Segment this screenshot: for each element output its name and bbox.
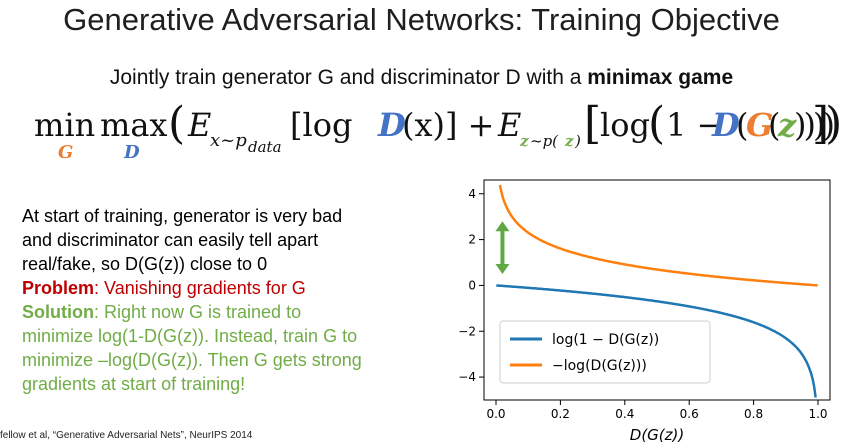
y-tick-label: −2 — [458, 324, 476, 338]
formula-min-sub: G — [58, 142, 74, 163]
x-tick-label: 0.0 — [486, 407, 505, 421]
solution-label: Solution — [22, 302, 94, 322]
formula-open-paren: ( — [168, 98, 186, 149]
x-tick-label: 0.6 — [680, 407, 699, 421]
formula-z: z — [778, 106, 797, 144]
formula-term1-open: [log — [290, 106, 353, 144]
legend-box — [499, 320, 711, 384]
solution-line: Solution: Right now G is trained to — [22, 300, 432, 324]
minimax-formula: min G max D ( E x~p data [log D (x)] + E… — [34, 98, 842, 170]
formula-big-close: ]) — [812, 98, 842, 149]
arrow-head-up — [495, 221, 510, 232]
y-tick-label: 2 — [468, 233, 476, 247]
formula-max-sub: D — [124, 142, 140, 163]
loss-curves-chart: 0.0 0.2 0.4 0.6 0.8 1.0 4 2 0 −2 −4 log(1 − D(G(z)… — [458, 179, 831, 444]
formula-paren2: ( — [648, 98, 666, 149]
series-line-neg-log — [498, 184, 818, 287]
problem-label: Problem — [22, 278, 95, 298]
x-tick-label: 0.8 — [744, 407, 763, 421]
solution-text: : Right now G is trained to — [93, 302, 302, 322]
arrow-head-down — [495, 263, 510, 274]
formula-e2: E — [498, 106, 522, 144]
solution-line: minimize log(1-D(G(z)). Instead, train G… — [22, 326, 358, 346]
formula-paren3: ( — [736, 106, 749, 144]
formula-e2-sub-z: z — [520, 132, 529, 150]
x-tick-label: 0.4 — [615, 407, 634, 421]
solution-line: gradients at start of training! — [22, 374, 246, 394]
citation: fellow et al, “Generative Adversarial Ne… — [0, 430, 253, 441]
explanation-text: At start of training, generator is very … — [22, 204, 432, 396]
body-line: and discriminator can easily tell apart — [22, 230, 319, 250]
problem-text: : Vanishing gradients for G — [94, 278, 306, 298]
y-tick-label: −4 — [458, 370, 476, 384]
y-tick-label: 4 — [468, 187, 476, 201]
formula-e1-sub: x~p — [210, 130, 247, 151]
formula-d2: D — [712, 106, 740, 144]
formula-closing: )))) — [794, 106, 835, 144]
slide-subtitle: Jointly train generator G and discrimina… — [0, 66, 843, 90]
formula-min: min — [34, 106, 96, 144]
subtitle-bold: minimax game — [587, 66, 734, 89]
formula-e1: E — [188, 106, 212, 144]
axis-ticks: 0.0 0.2 0.4 0.6 0.8 1.0 4 2 0 −2 −4 — [458, 187, 827, 421]
x-tick-label: 0.2 — [551, 407, 570, 421]
legend-label: −log(D(G(z))) — [552, 358, 647, 374]
legend-label: log(1 − D(G(z)) — [552, 332, 659, 348]
formula-e2-sub-close: ) — [575, 132, 581, 150]
formula-big-bracket: [ — [584, 98, 602, 149]
problem-line: Problem: Vanishing gradients for G — [22, 276, 432, 300]
chart-legend: log(1 − D(G(z)) −log(D(G(z))) — [499, 320, 711, 384]
solution-line: minimize –log(D(G(z)). Then G gets stron… — [22, 350, 362, 370]
formula-e2-sub-z2: z — [565, 132, 574, 150]
formula-d1: D — [378, 106, 406, 144]
formula-one-minus: 1 − — [666, 106, 724, 144]
subtitle-text: Jointly train generator G and discrimina… — [109, 66, 588, 89]
formula-log2: log — [600, 106, 650, 144]
body-line: real/fake, so D(G(z)) close to 0 — [22, 254, 268, 274]
formula-term1-close: (x)] + — [402, 106, 495, 144]
formula-paren4: ( — [768, 106, 781, 144]
slide-title: Generative Adversarial Networks: Trainin… — [63, 2, 780, 37]
x-tick-label: 1.0 — [808, 407, 827, 421]
formula-g: G — [746, 106, 774, 144]
formula-e1-subsub: data — [248, 138, 282, 156]
x-axis-label: D(G(z)) — [630, 426, 684, 444]
body-line: At start of training, generator is very … — [22, 206, 343, 226]
green-double-arrow-icon — [495, 221, 510, 274]
series-line-log-one-minus — [496, 284, 817, 398]
y-tick-label: 0 — [468, 278, 476, 292]
formula-max: max — [100, 106, 168, 144]
formula-e2-sub-rest: ~p( — [530, 132, 559, 150]
plot-frame — [483, 179, 831, 401]
